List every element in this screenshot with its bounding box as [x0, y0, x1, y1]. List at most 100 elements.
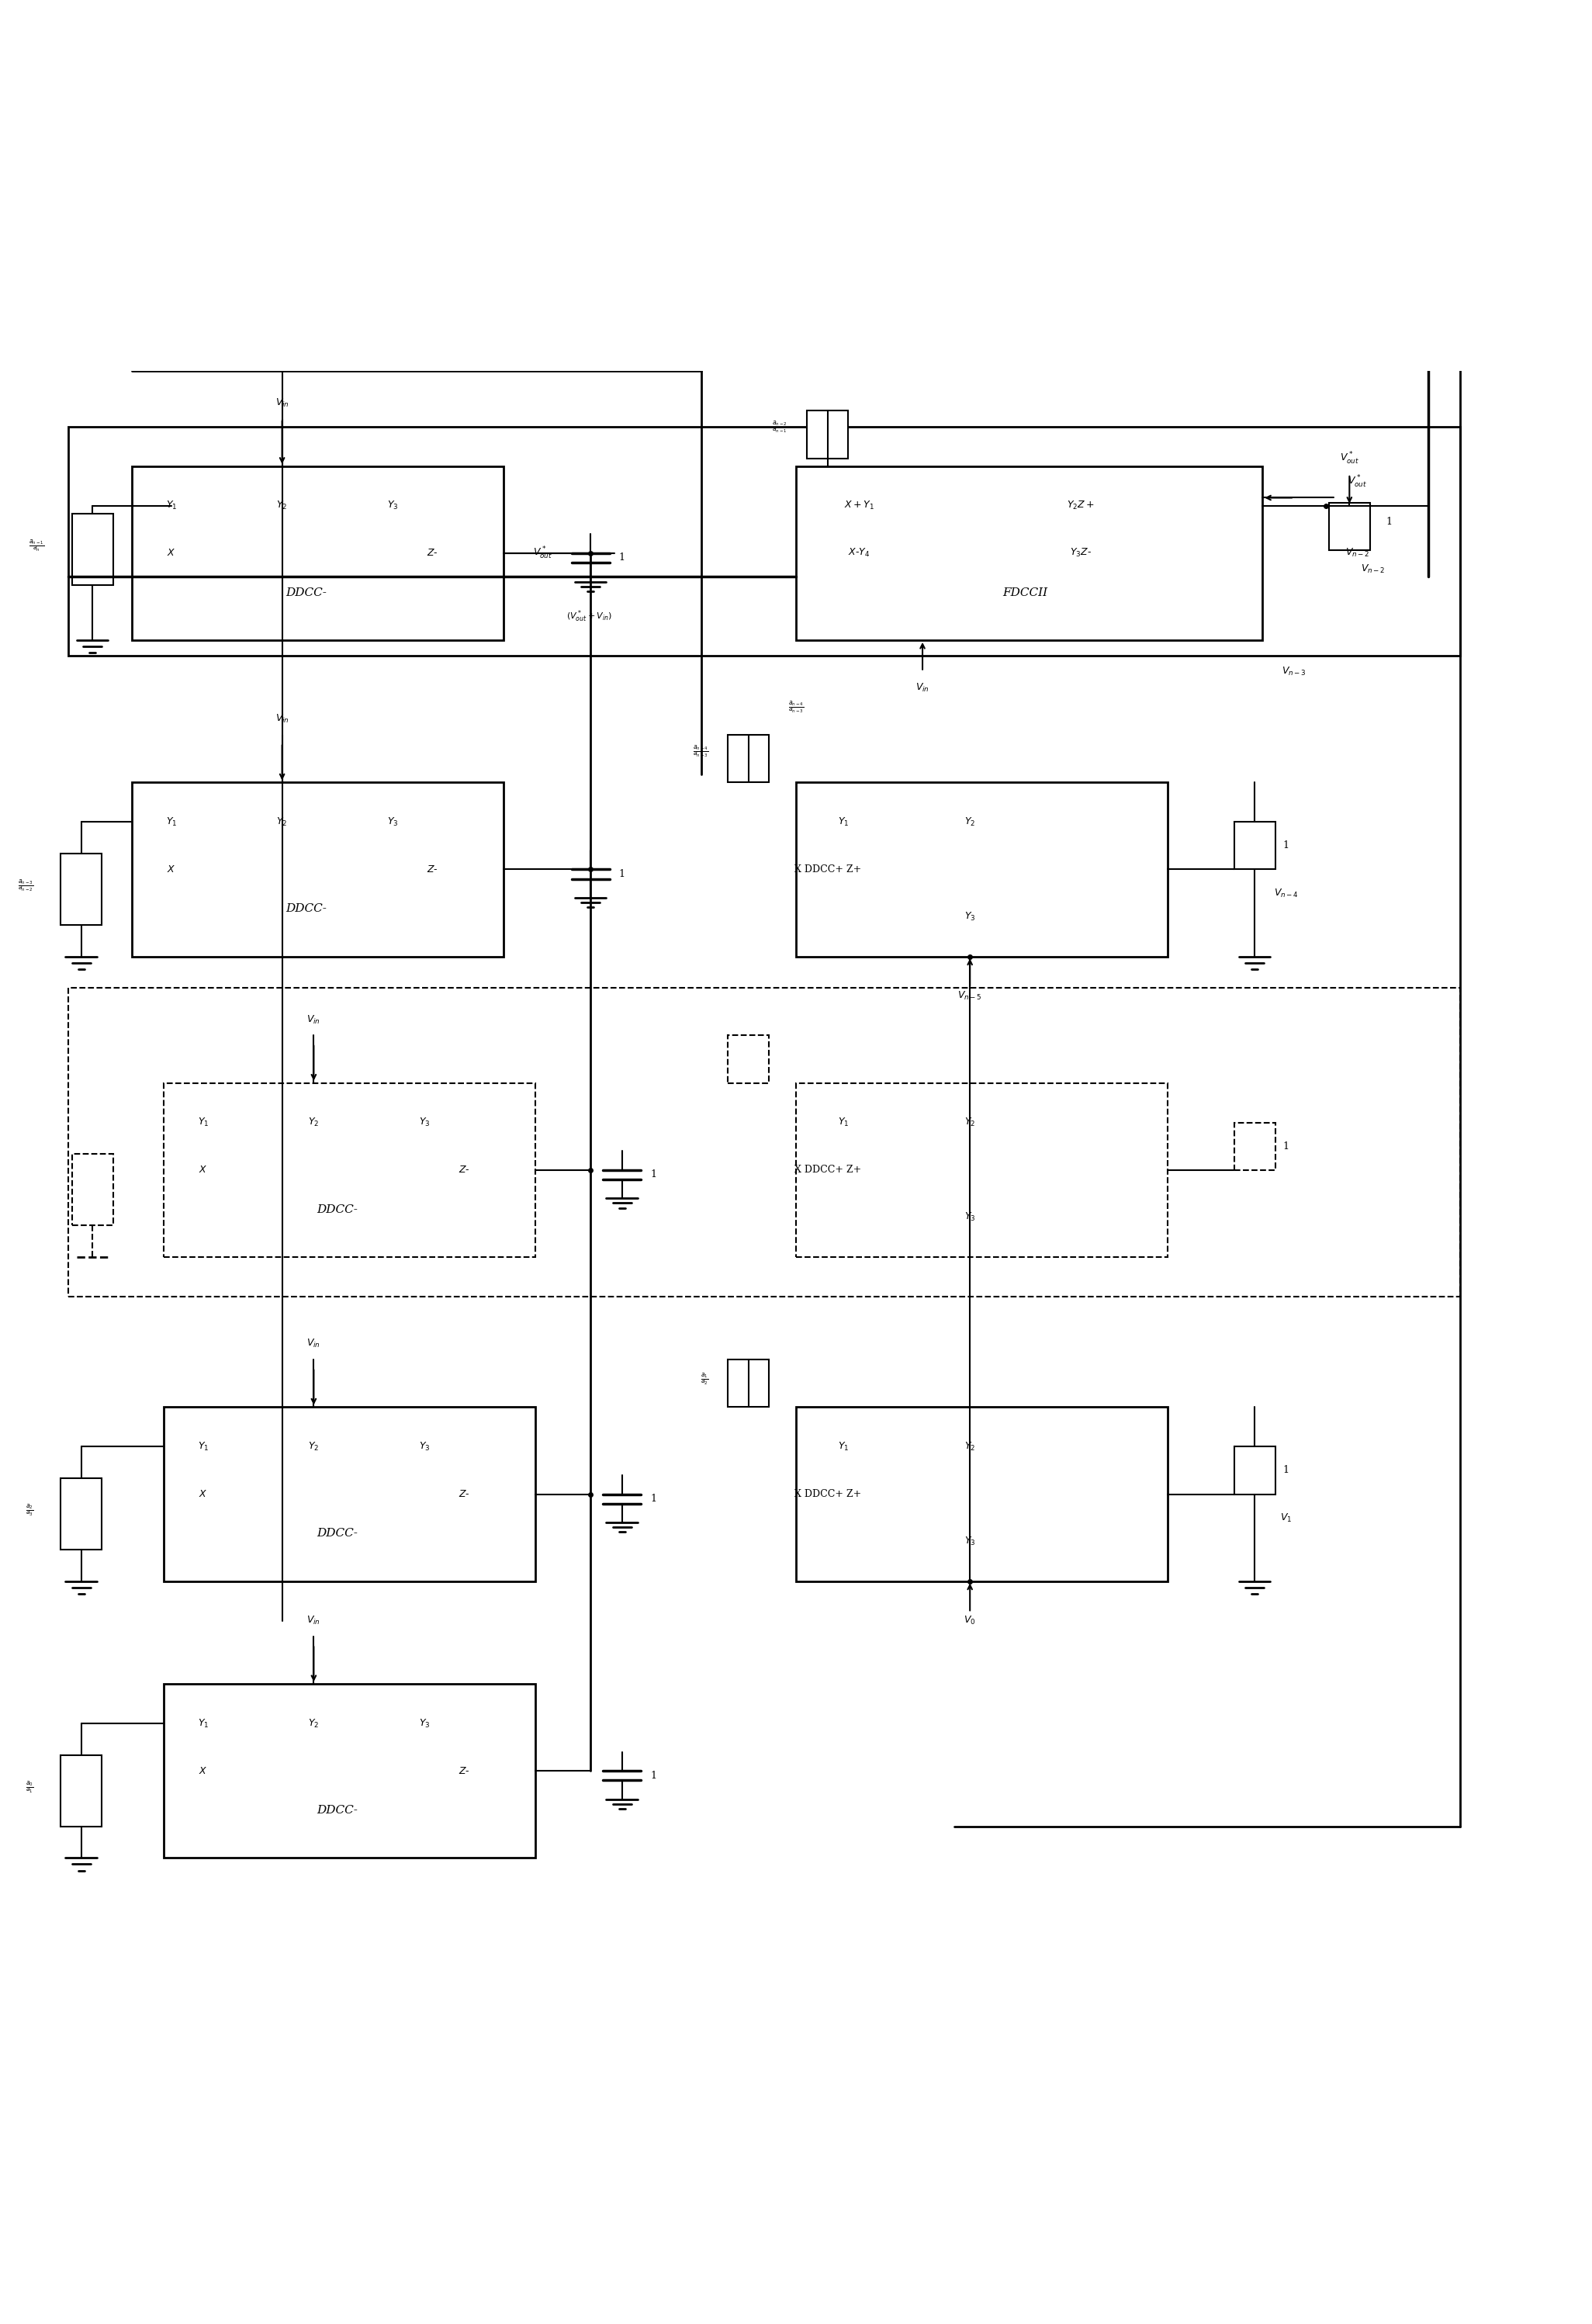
- Bar: [164, 1685, 535, 1857]
- Bar: [796, 1406, 1167, 1580]
- Text: DDCC-: DDCC-: [285, 904, 326, 913]
- Text: $X$: $X$: [199, 1490, 207, 1499]
- Bar: [1234, 823, 1275, 869]
- Text: $Z\text{-}$: $Z\text{-}$: [458, 1164, 470, 1176]
- Bar: [796, 1083, 1167, 1257]
- Text: 1: 1: [1283, 1141, 1290, 1150]
- Text: $Y_3$: $Y_3$: [419, 1441, 430, 1452]
- Text: $Y_2$: $Y_2$: [277, 816, 288, 827]
- Text: FDCCII: FDCCII: [1003, 588, 1048, 597]
- Bar: [164, 1406, 535, 1580]
- Text: $\frac{a_{n-4}}{a_{n-3}}$: $\frac{a_{n-4}}{a_{n-3}}$: [788, 700, 804, 713]
- Text: $Y_1$: $Y_1$: [837, 1116, 849, 1129]
- Text: $V_{out}^*$: $V_{out}^*$: [1340, 451, 1360, 467]
- Text: $Y_3$: $Y_3$: [965, 1211, 976, 1222]
- Text: $V_{out}^*$: $V_{out}^*$: [1347, 474, 1368, 490]
- Bar: [132, 467, 503, 639]
- Text: $V_{n-2}$: $V_{n-2}$: [1361, 562, 1385, 574]
- Bar: [807, 411, 849, 458]
- Text: $Y_2$: $Y_2$: [309, 1717, 320, 1729]
- Text: $Z\text{-}$: $Z\text{-}$: [427, 548, 438, 558]
- Text: $V_{n-4}$: $V_{n-4}$: [1274, 888, 1299, 899]
- Text: $X$: $X$: [167, 548, 175, 558]
- Bar: [728, 1037, 769, 1083]
- Text: $Y_3Z\text{-}$: $Y_3Z\text{-}$: [1070, 546, 1092, 560]
- Text: $V_{n-2}$: $V_{n-2}$: [1345, 546, 1369, 560]
- Bar: [796, 467, 1262, 639]
- Text: 1: 1: [1283, 1466, 1290, 1476]
- Text: $V_{out}^*$: $V_{out}^*$: [533, 546, 552, 560]
- Text: $Z\text{-}$: $Z\text{-}$: [458, 1490, 470, 1499]
- Bar: [1329, 502, 1371, 551]
- Text: $Y_3$: $Y_3$: [965, 911, 976, 923]
- Text: $Y_1$: $Y_1$: [166, 500, 177, 511]
- Text: $Z\text{-}$: $Z\text{-}$: [427, 865, 438, 874]
- Text: $X$: $X$: [199, 1164, 207, 1176]
- Text: $Y_2$: $Y_2$: [309, 1441, 320, 1452]
- Text: X DDCC+ Z+: X DDCC+ Z+: [794, 865, 861, 874]
- Text: $\frac{a_1}{a_2}$: $\frac{a_1}{a_2}$: [700, 1371, 708, 1387]
- Text: $Y_1$: $Y_1$: [197, 1717, 209, 1729]
- Text: $V_0$: $V_0$: [963, 1615, 976, 1627]
- Text: $V_{n-5}$: $V_{n-5}$: [958, 990, 982, 1002]
- Bar: [728, 1360, 769, 1406]
- Text: 1: 1: [1283, 841, 1290, 851]
- Text: DDCC-: DDCC-: [317, 1204, 358, 1215]
- Bar: [60, 1478, 102, 1550]
- Text: $\frac{a_{n-4}}{a_{n-3}}$: $\frac{a_{n-4}}{a_{n-3}}$: [693, 744, 708, 758]
- Text: $Y_3$: $Y_3$: [387, 816, 398, 827]
- Text: $Y_1$: $Y_1$: [837, 1441, 849, 1452]
- Text: $V_{in}$: $V_{in}$: [307, 1339, 320, 1350]
- Text: $X\text{-}Y_4$: $X\text{-}Y_4$: [849, 546, 871, 560]
- Text: $(V_{out}^* + V_{in})$: $(V_{out}^* + V_{in})$: [567, 609, 613, 623]
- Text: 1: 1: [1387, 516, 1391, 528]
- Text: X DDCC+ Z+: X DDCC+ Z+: [794, 1164, 861, 1176]
- Text: $\frac{a_{n-3}}{a_{n-2}}$: $\frac{a_{n-3}}{a_{n-2}}$: [18, 878, 33, 892]
- Text: $V_{in}$: $V_{in}$: [275, 713, 290, 725]
- Text: $Y_3$: $Y_3$: [965, 1536, 976, 1548]
- Text: $X$: $X$: [167, 865, 175, 874]
- Text: $X+Y_1$: $X+Y_1$: [844, 500, 874, 511]
- Text: $V_{n-3}$: $V_{n-3}$: [1282, 667, 1307, 679]
- Bar: [72, 514, 113, 586]
- Bar: [68, 988, 1460, 1297]
- Text: DDCC-: DDCC-: [317, 1806, 358, 1815]
- Text: 1: 1: [619, 869, 626, 878]
- Bar: [60, 1755, 102, 1827]
- Text: $V_{in}$: $V_{in}$: [915, 681, 930, 693]
- Text: $\frac{a_2}{a_3}$: $\frac{a_2}{a_3}$: [25, 1501, 33, 1518]
- Bar: [728, 734, 769, 783]
- Bar: [164, 1083, 535, 1257]
- Bar: [796, 783, 1167, 957]
- Text: 1: 1: [651, 1494, 657, 1504]
- Text: $Y_1$: $Y_1$: [197, 1116, 209, 1129]
- Text: $Y_2$: $Y_2$: [965, 1116, 976, 1129]
- Text: $V_1$: $V_1$: [1280, 1513, 1293, 1525]
- Text: $\frac{a_{n-2}}{a_{n-1}}$: $\frac{a_{n-2}}{a_{n-1}}$: [772, 418, 788, 435]
- Text: 1: 1: [651, 1771, 657, 1780]
- Text: DDCC-: DDCC-: [285, 588, 326, 597]
- Text: $V_{in}$: $V_{in}$: [307, 1615, 320, 1627]
- Text: $Y_2$: $Y_2$: [277, 500, 288, 511]
- Text: $Y_3$: $Y_3$: [387, 500, 398, 511]
- Text: $Y_2$: $Y_2$: [965, 816, 976, 827]
- Text: $\frac{a_0}{a_1}$: $\frac{a_0}{a_1}$: [25, 1778, 33, 1794]
- Bar: [60, 853, 102, 925]
- Text: DDCC-: DDCC-: [317, 1529, 358, 1538]
- Text: $Y_2Z+$: $Y_2Z+$: [1067, 500, 1095, 511]
- Text: $X$: $X$: [199, 1766, 207, 1776]
- Text: $Y_3$: $Y_3$: [419, 1116, 430, 1129]
- Text: X DDCC+ Z+: X DDCC+ Z+: [794, 1490, 861, 1499]
- Bar: [68, 428, 1460, 655]
- Bar: [132, 783, 503, 957]
- Text: $Y_2$: $Y_2$: [309, 1116, 320, 1129]
- Text: $Z\text{-}$: $Z\text{-}$: [458, 1766, 470, 1776]
- Text: $Y_2$: $Y_2$: [965, 1441, 976, 1452]
- Text: $Y_1$: $Y_1$: [197, 1441, 209, 1452]
- Text: 1: 1: [619, 553, 626, 562]
- Bar: [1234, 1446, 1275, 1494]
- Bar: [1234, 1122, 1275, 1169]
- Text: $V_{in}$: $V_{in}$: [307, 1013, 320, 1025]
- Text: $Y_1$: $Y_1$: [837, 816, 849, 827]
- Text: $\frac{a_{n-1}}{a_n}$: $\frac{a_{n-1}}{a_n}$: [29, 537, 45, 553]
